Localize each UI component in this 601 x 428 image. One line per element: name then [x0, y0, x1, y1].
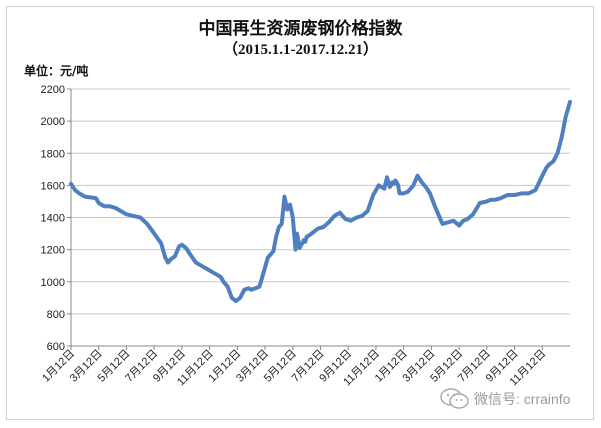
y-tick-label: 800	[47, 309, 65, 321]
chart-title: 中国再生资源废钢价格指数	[198, 19, 403, 39]
y-tick-label: 600	[47, 341, 65, 353]
chart-frame	[6, 6, 594, 420]
y-tick-label: 2000	[41, 116, 65, 128]
y-tick-label: 2200	[41, 84, 65, 96]
series-line	[69, 99, 572, 303]
series-group	[69, 99, 572, 303]
unit-label: 单位：元/吨	[24, 64, 89, 78]
y-tick-label: 1800	[41, 148, 65, 160]
y-tick-label: 1200	[41, 245, 65, 257]
y-tick-label: 1000	[41, 277, 65, 289]
watermark-text: 微信号: crrainfo	[474, 391, 571, 407]
y-axis: 600 800 1000 1200 1400 1600 1800 2000 2200	[41, 84, 72, 353]
wechat-icon	[440, 388, 469, 409]
watermark: 微信号: crrainfo	[440, 388, 570, 410]
gridlines	[71, 88, 570, 347]
y-tick-label: 1400	[41, 213, 65, 225]
y-tick-label: 1600	[41, 180, 65, 192]
x-axis: 1月12日3月12日5月12日7月12日9月12日11月12日1月12日3月12…	[40, 345, 570, 388]
chart-subtitle: （2015.1.1-2017.12.21）	[223, 42, 378, 58]
